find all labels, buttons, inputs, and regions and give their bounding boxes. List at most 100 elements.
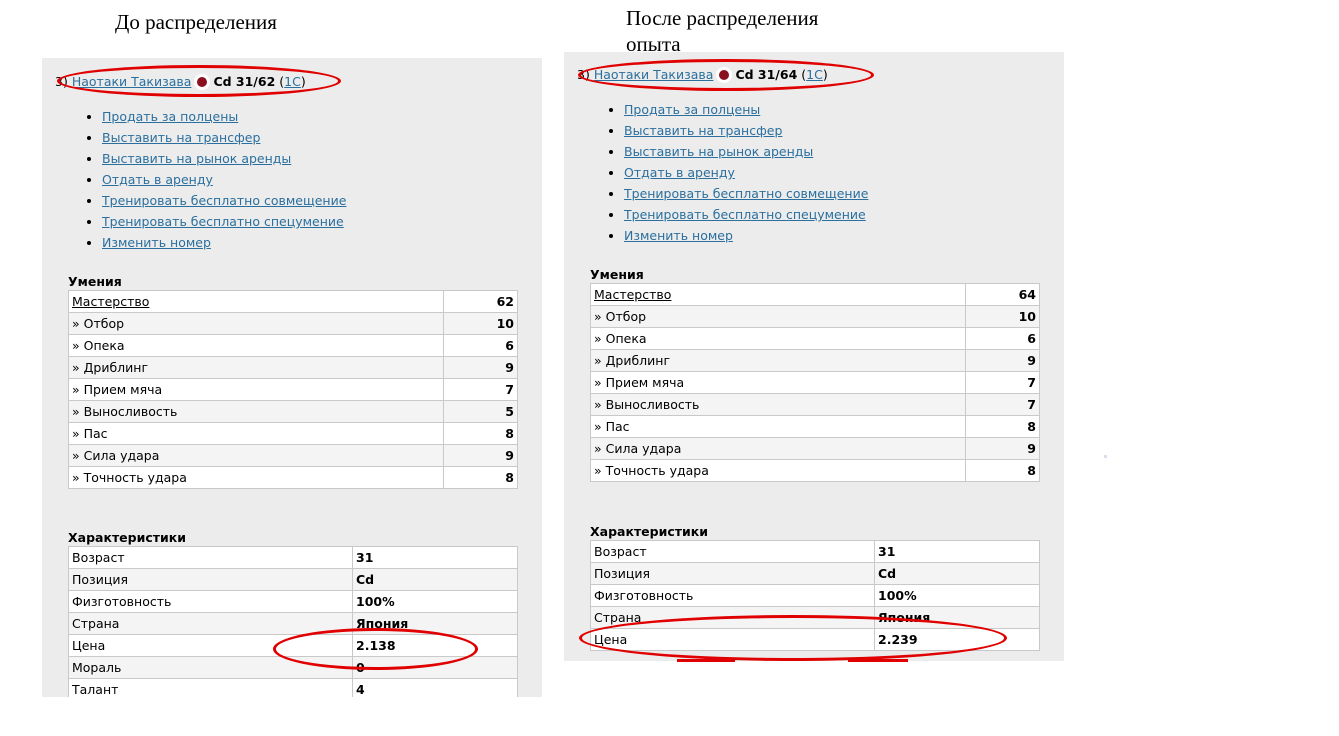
skill-name[interactable]: Мастерство xyxy=(590,283,966,306)
skill-value: 9 xyxy=(443,444,518,467)
skill-name: » Пас xyxy=(590,415,966,438)
char-value: Cd xyxy=(352,568,518,591)
action-item: Продать за полцены xyxy=(102,106,346,127)
table-row: » Отбор 10 xyxy=(590,305,1040,328)
player-actions-list: Продать за полцены Выставить на трансфер… xyxy=(82,106,346,253)
loan-out-link[interactable]: Отдать в аренду xyxy=(102,172,213,187)
table-row: Возраст 31 xyxy=(68,546,518,569)
action-item: Изменить номер xyxy=(102,232,346,253)
skill-name: » Сила удара xyxy=(590,437,966,460)
char-name: Физготовность xyxy=(590,584,875,607)
skill-value: 8 xyxy=(443,422,518,445)
loan-out-link[interactable]: Отдать в аренду xyxy=(624,165,735,180)
skill-name: » Опека xyxy=(68,334,444,357)
skill-name: » Прием мяча xyxy=(68,378,444,401)
loan-market-link[interactable]: Выставить на рынок аренды xyxy=(102,151,292,166)
skill-value: 9 xyxy=(965,349,1040,372)
skill-name: » Опека xyxy=(590,327,966,350)
char-name: Позиция xyxy=(68,568,353,591)
char-name: Возраст xyxy=(68,546,353,569)
caption-after-line1: После распределения xyxy=(626,6,819,30)
mastery-link[interactable]: Мастерство xyxy=(72,294,150,309)
table-row: » Выносливость 7 xyxy=(590,393,1040,416)
highlight-ellipse-header-before xyxy=(57,65,341,97)
action-item: Изменить номер xyxy=(624,225,868,246)
skill-name: » Пас xyxy=(68,422,444,445)
skill-name: » Дриблинг xyxy=(68,356,444,379)
table-row: » Точность удара 8 xyxy=(68,466,518,489)
highlight-stroke xyxy=(848,659,908,662)
sell-half-price-link[interactable]: Продать за полцены xyxy=(102,109,239,124)
action-item: Тренировать бесплатно совмещение xyxy=(624,183,868,204)
table-row: Позиция Cd xyxy=(68,568,518,591)
highlight-ellipse-price-before xyxy=(273,628,478,670)
transfer-list-link[interactable]: Выставить на трансфер xyxy=(624,123,783,138)
skill-value: 10 xyxy=(443,312,518,335)
sell-half-price-link[interactable]: Продать за полцены xyxy=(624,102,761,117)
char-value: 31 xyxy=(352,546,518,569)
skill-value: 10 xyxy=(965,305,1040,328)
skill-name: » Точность удара xyxy=(590,459,966,482)
player-actions-list: Продать за полцены Выставить на трансфер… xyxy=(604,99,868,246)
skills-title: Умения xyxy=(590,267,644,282)
train-position-link[interactable]: Тренировать бесплатно совмещение xyxy=(624,186,869,201)
change-number-link[interactable]: Изменить номер xyxy=(102,235,211,250)
table-row: » Прием мяча 7 xyxy=(68,378,518,401)
table-row: Возраст 31 xyxy=(590,540,1040,563)
change-number-link[interactable]: Изменить номер xyxy=(624,228,733,243)
train-position-link[interactable]: Тренировать бесплатно совмещение xyxy=(102,193,347,208)
skills-table: Мастерство 64 » Отбор 10 » Опека 6 » Дрибли… xyxy=(590,283,1040,482)
table-row: » Пас 8 xyxy=(68,422,518,445)
skill-name[interactable]: Мастерство xyxy=(68,290,444,313)
skill-name: » Сила удара xyxy=(68,444,444,467)
table-row: Талант 4 xyxy=(68,678,518,697)
skill-name: » Отбор xyxy=(590,305,966,328)
action-item: Выставить на трансфер xyxy=(102,127,346,148)
table-row: Мастерство 64 xyxy=(590,283,1040,306)
table-row: » Отбор 10 xyxy=(68,312,518,335)
skill-value: 9 xyxy=(443,356,518,379)
skill-value: 64 xyxy=(965,283,1040,306)
skill-value: 8 xyxy=(965,459,1040,482)
table-row: » Точность удара 8 xyxy=(590,459,1040,482)
table-row: » Дриблинг 9 xyxy=(68,356,518,379)
char-name: Физготовность xyxy=(68,590,353,613)
char-value: 4 xyxy=(352,678,518,697)
skill-value: 8 xyxy=(443,466,518,489)
action-item: Выставить на рынок аренды xyxy=(624,141,868,162)
caption-before: До распределения xyxy=(115,10,277,34)
table-row: Физготовность 100% xyxy=(68,590,518,613)
table-row: » Пас 8 xyxy=(590,415,1040,438)
table-row: » Сила удара 9 xyxy=(590,437,1040,460)
highlight-stroke xyxy=(677,659,735,662)
char-name: Возраст xyxy=(590,540,875,563)
transfer-list-link[interactable]: Выставить на трансфер xyxy=(102,130,261,145)
loan-market-link[interactable]: Выставить на рынок аренды xyxy=(624,144,814,159)
table-row: » Опека 6 xyxy=(590,327,1040,350)
skill-name: » Отбор xyxy=(68,312,444,335)
characteristics-table: Возраст 31 Позиция Cd Физготовность 100% Ст… xyxy=(68,546,518,697)
stray-dot xyxy=(1104,455,1107,458)
char-name: Позиция xyxy=(590,562,875,585)
table-row: » Прием мяча 7 xyxy=(590,371,1040,394)
skill-value: 7 xyxy=(443,378,518,401)
highlight-ellipse-price-after xyxy=(579,615,1007,661)
char-value: 100% xyxy=(352,590,518,613)
train-special-link[interactable]: Тренировать бесплатно спецумение xyxy=(102,214,344,229)
skill-value: 8 xyxy=(965,415,1040,438)
table-row: » Опека 6 xyxy=(68,334,518,357)
skill-name: » Выносливость xyxy=(68,400,444,423)
char-value: 31 xyxy=(874,540,1040,563)
char-value: Cd xyxy=(874,562,1040,585)
action-item: Продать за полцены xyxy=(624,99,868,120)
table-row: Позиция Cd xyxy=(590,562,1040,585)
caption-after: После распределения опыта xyxy=(626,5,818,57)
train-special-link[interactable]: Тренировать бесплатно спецумение xyxy=(624,207,866,222)
skill-name: » Прием мяча xyxy=(590,371,966,394)
mastery-link[interactable]: Мастерство xyxy=(594,287,672,302)
skills-table: Мастерство 62 » Отбор 10 » Опека 6 » Дрибли… xyxy=(68,290,518,489)
characteristics-title: Характеристики xyxy=(590,524,709,539)
table-row: Мастерство 62 xyxy=(68,290,518,313)
char-value: 100% xyxy=(874,584,1040,607)
table-row: Страна Япония xyxy=(68,612,518,635)
